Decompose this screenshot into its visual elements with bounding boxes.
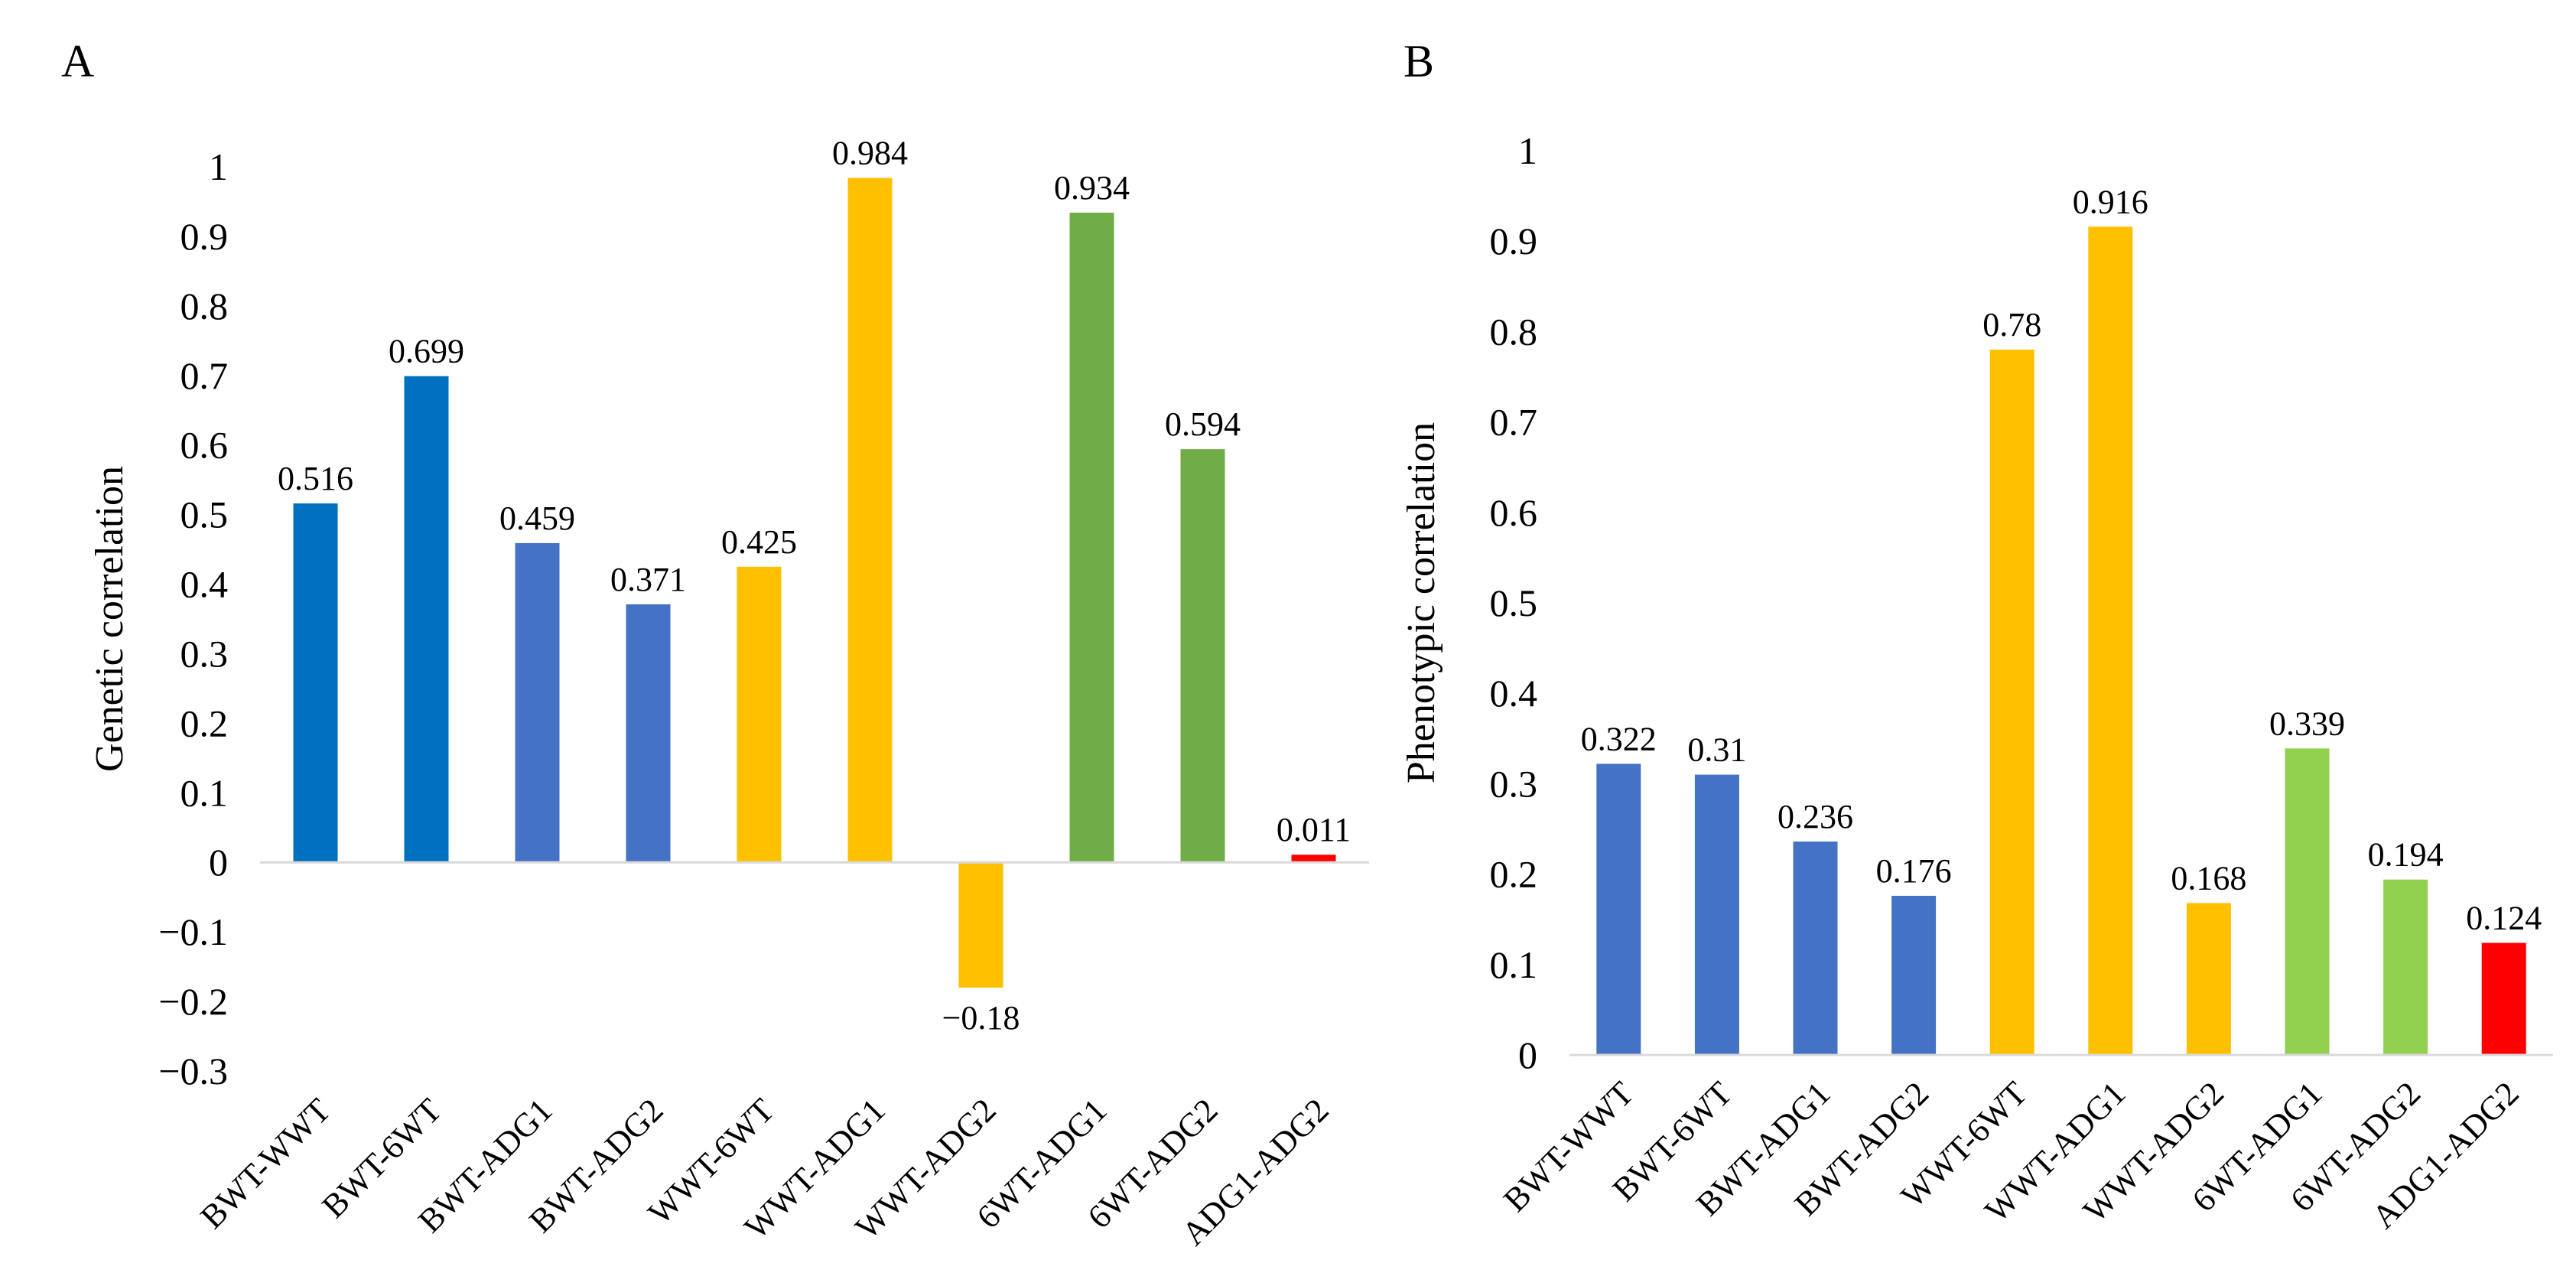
y-tick-label: 0 <box>1518 1034 1537 1076</box>
y-tick-label: 1 <box>1518 129 1537 172</box>
data-label: 0.594 <box>1165 405 1241 443</box>
data-label: 0.984 <box>832 135 908 172</box>
x-tick-label: BWT-WWT <box>1496 1074 1641 1219</box>
data-label: −0.18 <box>942 999 1020 1037</box>
data-label: 0.168 <box>2171 859 2246 897</box>
bar-6wt-adg2 <box>1180 449 1225 863</box>
data-label: 0.699 <box>389 333 464 370</box>
data-label: 0.371 <box>610 561 686 598</box>
bar-wwt-adg2 <box>2186 903 2231 1055</box>
bar-bwt-adg1 <box>515 542 560 863</box>
data-label: 0.011 <box>1277 811 1351 848</box>
bar-wwt-6wt <box>737 566 782 863</box>
bar-bwt-adg2 <box>626 604 671 863</box>
y-tick-label: 0.8 <box>181 285 229 327</box>
data-label: 0.176 <box>1876 852 1952 890</box>
y-tick-label: 0.9 <box>1490 220 1538 262</box>
bar-6wt-adg1 <box>1069 213 1114 863</box>
bar-6wt-adg1 <box>2285 748 2330 1055</box>
bar-bwt-adg2 <box>1891 895 1937 1055</box>
data-label: 0.934 <box>1054 169 1130 207</box>
bar-bwt-wwt <box>1596 763 1641 1055</box>
y-tick-label: −0.3 <box>158 1050 228 1092</box>
data-label: 0.124 <box>2466 899 2542 936</box>
panel-a-chart: A Genetic correlation −0.3 −0.2 −0.1 0 0.1 0.2 0… <box>61 36 1369 1252</box>
bar-wwt-adg2 <box>958 862 1003 988</box>
y-tick-label: 0.7 <box>181 354 229 397</box>
panel-b-chart: B Phenotypic correlation 0 0.1 0.2 0.3 0.4 0.5 0… <box>1400 36 2553 1236</box>
data-label: 0.459 <box>499 500 575 537</box>
data-label: 0.322 <box>1581 720 1657 757</box>
bar-6wt-adg2 <box>2383 879 2428 1055</box>
y-tick-label: −0.1 <box>158 910 228 953</box>
data-label: 0.31 <box>1687 731 1746 769</box>
data-label: 0.916 <box>2073 183 2148 220</box>
y-tick-label: −0.2 <box>158 980 228 1023</box>
bar-wwt-adg1 <box>847 177 893 863</box>
bar-adg1-adg2 <box>1291 855 1336 863</box>
y-tick-label: 1 <box>209 145 228 188</box>
y-tick-label: 0.5 <box>1490 581 1538 624</box>
y-tick-label: 0.1 <box>1490 943 1538 986</box>
data-label: 0.516 <box>278 460 353 497</box>
y-tick-label: 0.3 <box>181 632 229 675</box>
bar-bwt-wwt <box>293 503 338 863</box>
y-tick-label: 0.7 <box>1490 401 1538 444</box>
y-tick-label: 0.1 <box>181 771 229 814</box>
y-tick-label: 0.2 <box>1490 853 1538 896</box>
y-tick-label: 0.5 <box>181 493 229 536</box>
bar-bwt-adg1 <box>1793 842 1838 1055</box>
data-label: 0.236 <box>1778 798 1853 835</box>
y-tick-label: 0.9 <box>181 215 229 258</box>
panel-letter: B <box>1403 36 1434 86</box>
y-tick-label: 0.3 <box>1490 762 1538 805</box>
bar-wwt-adg1 <box>2088 226 2133 1056</box>
data-label: 0.425 <box>721 523 797 561</box>
y-tick-label: 0 <box>209 841 228 884</box>
y-tick-label: 0.2 <box>181 702 229 744</box>
y-tick-label: 0.4 <box>181 563 229 606</box>
y-tick-label: 0.8 <box>1490 310 1538 353</box>
y-axis-title: Phenotypic correlation <box>1400 422 1443 783</box>
y-tick-label: 0.4 <box>1490 672 1538 715</box>
bar-bwt-6wt <box>404 376 449 863</box>
x-tick-label: BWT-WWT <box>194 1091 338 1236</box>
y-axis-title: Genetic correlation <box>88 466 132 772</box>
panel-letter: A <box>61 36 94 86</box>
data-label: 0.78 <box>1982 306 2041 343</box>
bar-wwt-6wt <box>1989 350 2034 1055</box>
bar-bwt-6wt <box>1694 774 1739 1055</box>
y-tick-label: 0.6 <box>1490 491 1538 534</box>
data-label: 0.339 <box>2269 705 2345 742</box>
data-label: 0.194 <box>2368 836 2444 874</box>
bar-adg1-adg2 <box>2481 943 2526 1055</box>
y-tick-label: 0.6 <box>181 424 229 467</box>
